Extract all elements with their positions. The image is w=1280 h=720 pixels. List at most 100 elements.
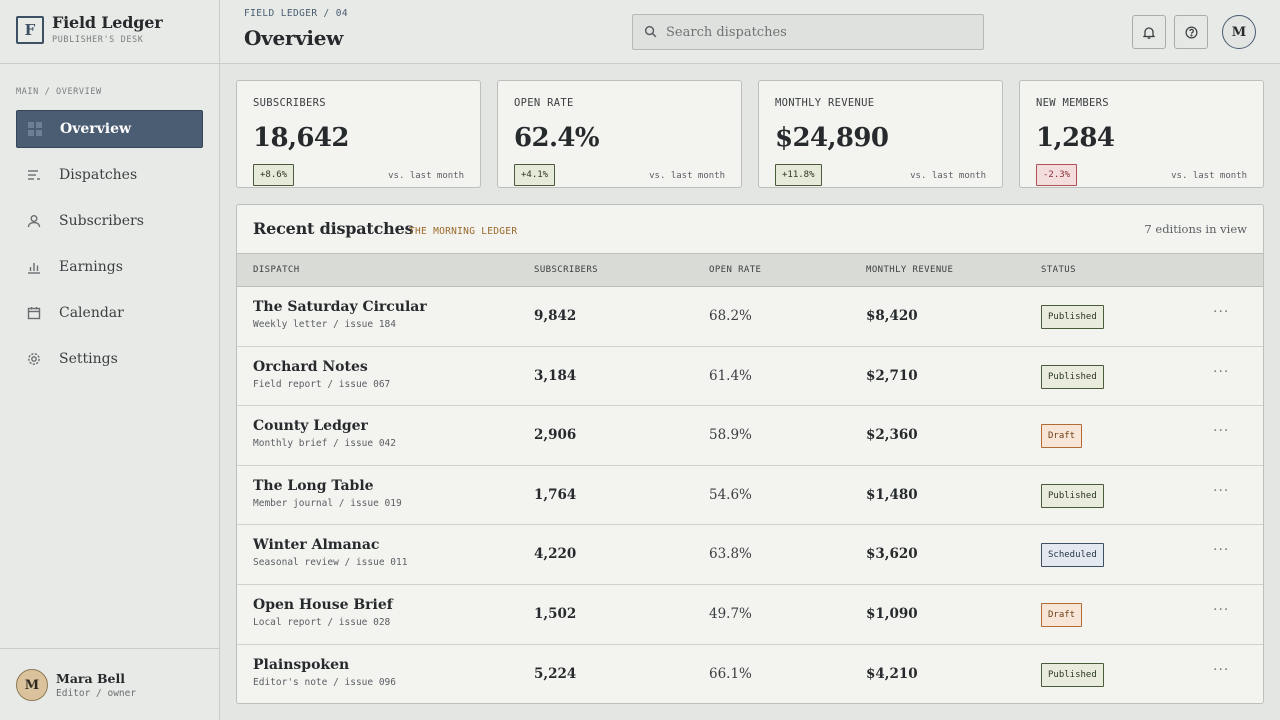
notifications-button[interactable] xyxy=(1132,15,1166,49)
dispatch-revenue: $1,480 xyxy=(866,486,918,503)
table-row[interactable]: Open House Brief Local report / issue 028… xyxy=(237,585,1263,645)
dispatch-subtitle: Local report / issue 028 xyxy=(253,616,391,628)
kpi-value: 1,284 xyxy=(1036,123,1115,153)
table-row[interactable]: Orchard Notes Field report / issue 067 3,1… xyxy=(237,347,1263,407)
sidebar-bottom-divider xyxy=(0,648,219,649)
help-button[interactable] xyxy=(1174,15,1208,49)
column-header-subscribers[interactable]: SUBSCRIBERS xyxy=(534,265,599,275)
kpi-compare: vs. last month xyxy=(388,171,464,181)
kpi-label: MONTHLY REVENUE xyxy=(775,97,875,109)
dispatch-open-rate: 54.6% xyxy=(709,486,752,503)
more-options-icon[interactable]: ··· xyxy=(1213,363,1230,380)
column-header-dispatch[interactable]: DISPATCH xyxy=(253,265,300,275)
dispatch-open-rate: 66.1% xyxy=(709,665,752,682)
search-input[interactable] xyxy=(666,24,966,40)
dispatch-name[interactable]: Winter Almanac xyxy=(253,537,380,554)
brand[interactable]: F Field Ledger PUBLISHER'S DESK xyxy=(16,14,163,45)
more-options-icon[interactable]: ··· xyxy=(1213,661,1230,678)
dispatch-name[interactable]: Plainspoken xyxy=(253,656,350,673)
dispatch-subtitle: Monthly brief / issue 042 xyxy=(253,438,396,450)
kpi-delta-badge: +8.6% xyxy=(253,164,295,186)
sidebar-divider xyxy=(0,63,219,64)
sidebar-item-subscribers[interactable]: Subscribers xyxy=(16,202,203,240)
more-options-icon[interactable]: ··· xyxy=(1213,601,1230,618)
dispatch-name[interactable]: County Ledger xyxy=(253,418,368,435)
dispatch-subscribers: 4,220 xyxy=(534,546,577,563)
kpi-label: NEW MEMBERS xyxy=(1036,97,1109,109)
dispatch-subtitle: Seasonal review / issue 011 xyxy=(253,557,408,569)
dispatch-name[interactable]: The Saturday Circular xyxy=(253,299,427,315)
dispatch-subscribers: 5,224 xyxy=(534,665,577,682)
dispatch-subscribers: 2,906 xyxy=(534,427,577,444)
kpi-value: $24,890 xyxy=(775,123,889,153)
table-row[interactable]: Winter Almanac Seasonal review / issue 01… xyxy=(237,525,1263,585)
sidebar-item-label: Earnings xyxy=(59,259,123,275)
status-badge: Published xyxy=(1041,364,1104,389)
sidebar-item-earnings[interactable]: Earnings xyxy=(16,248,203,286)
dispatch-revenue: $1,090 xyxy=(866,605,918,622)
dispatch-subtitle: Weekly letter / issue 184 xyxy=(253,319,396,330)
sidebar-item-overview[interactable]: Overview xyxy=(16,110,203,148)
top-header: FIELD LEDGER / 04 Overview M xyxy=(220,0,1280,64)
status-badge: Published xyxy=(1041,305,1104,329)
kpi-card-open-rate[interactable]: OPEN RATE 62.4% +4.1% vs. last month xyxy=(497,80,742,188)
kpi-delta-badge: +11.8% xyxy=(775,164,822,186)
sidebar-nav: Overview Dispatches Subscribers Earnings… xyxy=(16,110,203,386)
kpi-compare: vs. last month xyxy=(649,171,725,181)
brand-logo: F xyxy=(16,15,44,44)
sidebar-item-dispatches[interactable]: Dispatches xyxy=(16,156,203,194)
dispatch-name[interactable]: The Long Table xyxy=(253,477,374,494)
grid-icon xyxy=(27,121,43,137)
sidebar-section-label: MAIN / OVERVIEW xyxy=(16,87,102,97)
header-avatar[interactable]: M xyxy=(1222,15,1256,49)
breadcrumb: FIELD LEDGER / 04 xyxy=(244,8,349,19)
sidebar-item-label: Dispatches xyxy=(59,167,138,183)
avatar: M xyxy=(16,669,48,701)
dispatch-subscribers: 3,184 xyxy=(534,367,577,384)
user-icon xyxy=(26,213,42,229)
table-row[interactable]: County Ledger Monthly brief / issue 042 2,… xyxy=(237,406,1263,466)
dispatch-revenue: $8,420 xyxy=(866,308,918,324)
dispatch-open-rate: 49.7% xyxy=(709,605,752,622)
kpi-label: OPEN RATE xyxy=(514,97,574,109)
kpi-value: 18,642 xyxy=(253,123,350,153)
table-row[interactable]: The Saturday Circular Weekly letter / iss… xyxy=(237,287,1263,347)
more-options-icon[interactable]: ··· xyxy=(1213,542,1230,559)
table-row[interactable]: Plainspoken Editor's note / issue 096 5,22… xyxy=(237,645,1263,703)
sidebar-item-label: Calendar xyxy=(59,305,124,321)
table-row[interactable]: The Long Table Member journal / issue 019… xyxy=(237,466,1263,526)
kpi-label: SUBSCRIBERS xyxy=(253,97,326,109)
table-count: 7 editions in view xyxy=(1144,222,1247,236)
column-header-open-rate[interactable]: OPEN RATE xyxy=(709,265,762,275)
kpi-compare: vs. last month xyxy=(910,171,986,181)
more-options-icon[interactable]: ··· xyxy=(1213,423,1230,440)
kpi-compare: vs. last month xyxy=(1171,171,1247,181)
dispatch-subscribers: 9,842 xyxy=(534,308,577,324)
dispatch-subtitle: Member journal / issue 019 xyxy=(253,497,402,509)
dispatch-revenue: $3,620 xyxy=(866,546,918,563)
kpi-card-subscribers[interactable]: SUBSCRIBERS 18,642 +8.6% vs. last month xyxy=(236,80,481,188)
more-options-icon[interactable]: ··· xyxy=(1213,482,1230,499)
sidebar-item-settings[interactable]: Settings xyxy=(16,340,203,378)
dispatch-revenue: $2,710 xyxy=(866,367,918,384)
column-header-monthly-revenue[interactable]: MONTHLY REVENUE xyxy=(866,265,954,275)
sidebar-item-label: Subscribers xyxy=(59,213,144,229)
sidebar: F Field Ledger PUBLISHER'S DESK MAIN / O… xyxy=(0,0,220,720)
dispatch-name[interactable]: Open House Brief xyxy=(253,596,393,613)
kpi-card-monthly-revenue[interactable]: MONTHLY REVENUE $24,890 +11.8% vs. last … xyxy=(758,80,1003,188)
status-badge: Published xyxy=(1041,662,1104,687)
dispatch-open-rate: 58.9% xyxy=(709,427,752,444)
kpi-delta-badge: -2.3% xyxy=(1036,164,1078,186)
kpi-delta-badge: +4.1% xyxy=(514,164,556,186)
kpi-card-new-members[interactable]: NEW MEMBERS 1,284 -2.3% vs. last month xyxy=(1019,80,1264,188)
search-box[interactable] xyxy=(632,14,984,50)
column-header-status[interactable]: STATUS xyxy=(1041,265,1076,275)
dispatch-open-rate: 68.2% xyxy=(709,308,752,324)
table-title: Recent dispatches xyxy=(253,219,414,238)
list-icon xyxy=(26,167,42,183)
user-profile[interactable]: M Mara Bell Editor / owner xyxy=(16,669,136,701)
more-options-icon[interactable]: ··· xyxy=(1213,304,1230,320)
dispatch-revenue: $2,360 xyxy=(866,427,918,444)
sidebar-item-calendar[interactable]: Calendar xyxy=(16,294,203,332)
dispatch-name[interactable]: Orchard Notes xyxy=(253,358,368,375)
